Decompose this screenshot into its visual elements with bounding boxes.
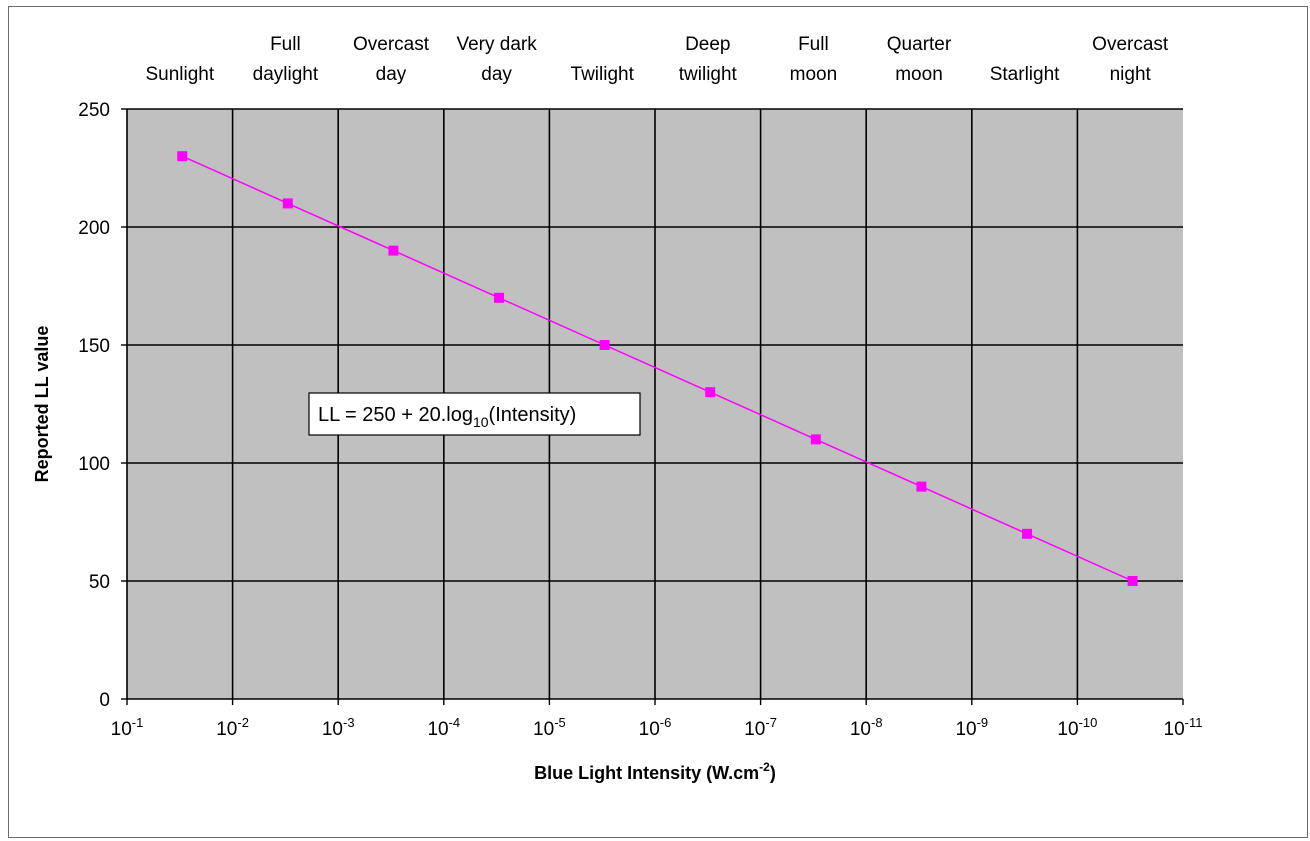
equation-box bbox=[308, 392, 641, 436]
y-tick-label: 200 bbox=[78, 218, 110, 239]
x-tick-label: 10-4 bbox=[427, 715, 460, 740]
x-tick-label: 10-1 bbox=[111, 715, 144, 740]
y-axis-title: Reported LL value bbox=[32, 326, 52, 483]
data-point bbox=[916, 481, 927, 492]
y-tick-label: 50 bbox=[89, 572, 110, 593]
category-label: Very dark bbox=[456, 34, 537, 55]
category-label: moon bbox=[895, 64, 943, 85]
x-tick-label: 10-9 bbox=[955, 715, 988, 740]
data-point bbox=[810, 434, 821, 445]
x-tick-label: 10-6 bbox=[639, 715, 672, 740]
category-label: day bbox=[376, 64, 407, 85]
category-label: day bbox=[481, 64, 512, 85]
series-layer bbox=[177, 151, 1138, 586]
data-point bbox=[599, 340, 610, 350]
equation-text: LL = 250 + 20.log10(Intensity) bbox=[318, 404, 576, 430]
category-label: Sunlight bbox=[145, 64, 214, 85]
x-tick-labels: 10-1 10-2 10-3 10-4 10-5 10-6 10-7 10-8 10-9 10-1… bbox=[111, 715, 1203, 740]
category-label: Full bbox=[798, 34, 829, 55]
data-point bbox=[494, 292, 505, 303]
category-label: moon bbox=[790, 64, 838, 85]
category-labels: Sunlight Full daylight Overcast day Very dark… bbox=[145, 34, 1168, 85]
x-tick-label: 10-8 bbox=[850, 715, 883, 740]
category-label: Full bbox=[270, 34, 301, 55]
category-label: Starlight bbox=[990, 64, 1060, 85]
category-label: night bbox=[1110, 64, 1152, 85]
category-label: Quarter bbox=[887, 34, 952, 55]
data-point bbox=[282, 198, 293, 209]
data-point bbox=[388, 245, 399, 256]
y-tick-label: 100 bbox=[78, 454, 110, 475]
x-tick-label: 10-2 bbox=[216, 715, 249, 740]
x-tick-label: 10-7 bbox=[744, 715, 777, 740]
x-tick-label: 10-5 bbox=[533, 715, 566, 740]
data-point bbox=[177, 151, 188, 162]
y-tick-label: 150 bbox=[78, 336, 110, 357]
x-axis-title: Blue Light Intensity (W.cm-2) bbox=[534, 760, 776, 783]
category-label: Overcast bbox=[1092, 34, 1169, 55]
data-point bbox=[1022, 528, 1033, 539]
y-tick-label: 0 bbox=[99, 690, 110, 711]
category-label: twilight bbox=[679, 64, 738, 85]
category-label: Twilight bbox=[571, 64, 635, 85]
y-tick-labels: 0 50 100 150 200 250 bbox=[78, 100, 110, 711]
series-line bbox=[181, 155, 1133, 582]
category-label: Deep bbox=[685, 34, 730, 55]
x-tick-label: 10-10 bbox=[1057, 715, 1097, 740]
equation-annotation: LL = 250 + 20.log10(Intensity) bbox=[308, 392, 641, 436]
axes bbox=[121, 108, 1184, 705]
y-tick-label: 250 bbox=[78, 100, 110, 121]
data-point bbox=[705, 387, 716, 398]
x-tick-label: 10-3 bbox=[322, 715, 355, 740]
category-label: Overcast bbox=[353, 34, 430, 55]
x-tick-label: 10-11 bbox=[1164, 715, 1203, 740]
data-point bbox=[1127, 576, 1138, 586]
category-label: daylight bbox=[253, 64, 319, 85]
grid-lines bbox=[127, 108, 1183, 699]
